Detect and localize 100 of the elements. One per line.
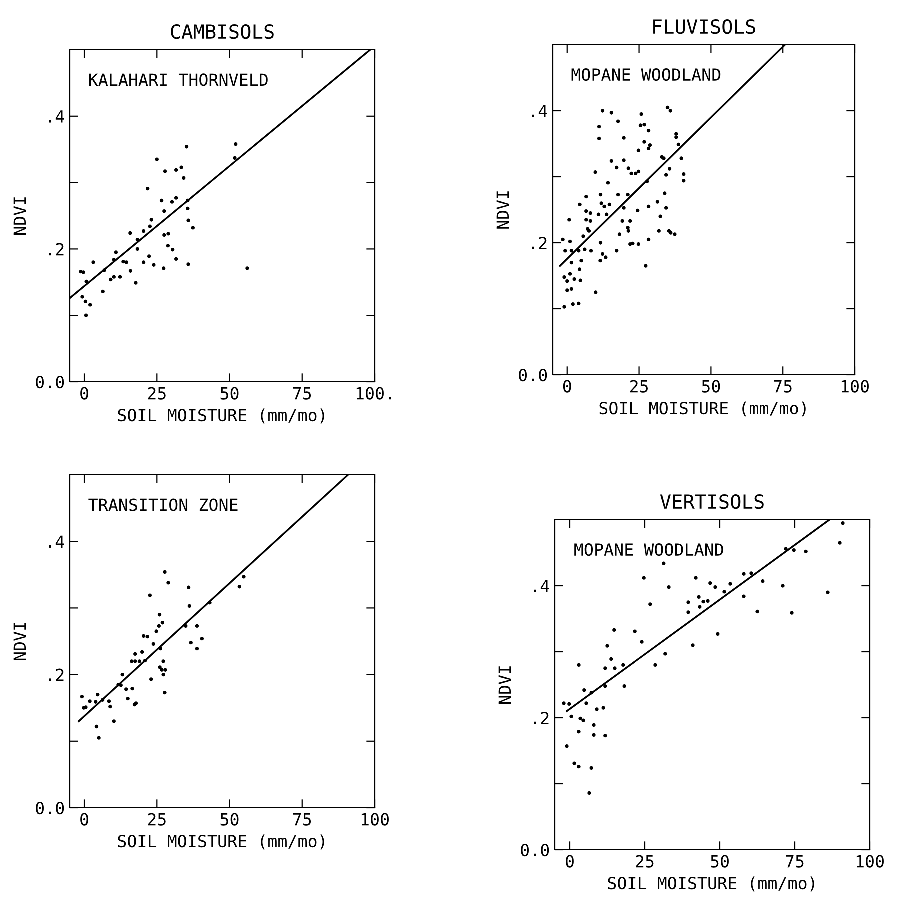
x-axis-title: SOIL MOISTURE (mm/mo) — [608, 876, 814, 892]
y-tick-label: 0.0 — [521, 844, 550, 857]
point — [109, 278, 113, 282]
x-tick-label: 0 — [563, 380, 572, 393]
y-axis-title: NDVI — [14, 198, 26, 235]
point — [162, 266, 166, 270]
point — [238, 585, 242, 589]
x-axis-title: SOIL MOISTURE (mm/mo) — [118, 408, 324, 424]
point — [186, 198, 190, 203]
point — [163, 170, 168, 174]
point — [128, 231, 132, 236]
point — [136, 238, 140, 242]
point — [84, 300, 88, 304]
y-tick-label: .2 — [49, 668, 64, 682]
point — [148, 224, 152, 228]
point — [182, 176, 186, 180]
x-tick-label: 25 — [636, 855, 654, 868]
point — [126, 696, 130, 701]
point — [142, 260, 146, 264]
point — [88, 700, 92, 704]
point — [174, 196, 178, 200]
y-axis-title: NDVI — [498, 666, 512, 704]
point — [107, 700, 112, 704]
x-tick-label: 25 — [630, 380, 648, 393]
point — [170, 248, 175, 252]
point — [112, 720, 116, 724]
annotation: TRANSITION ZONE — [88, 498, 238, 512]
point — [112, 275, 116, 279]
y-tick-label: .4 — [534, 580, 550, 592]
point — [84, 280, 88, 284]
point — [96, 692, 100, 697]
y-axis-title: NDVI — [14, 623, 26, 660]
point — [186, 262, 190, 266]
y-axis-title: NDVI — [496, 192, 510, 229]
point — [138, 660, 142, 664]
point — [184, 624, 188, 628]
y-tick-label: 0.0 — [36, 376, 64, 389]
chart-title: VERTISOLS — [660, 494, 764, 510]
y-tick-label: .4 — [49, 536, 64, 548]
point — [80, 694, 84, 699]
point — [124, 688, 128, 692]
point — [94, 724, 99, 729]
point — [94, 700, 98, 704]
point — [162, 210, 166, 214]
point — [163, 570, 167, 574]
x-tick-label: 50 — [220, 813, 239, 826]
point — [195, 646, 200, 651]
point — [140, 650, 144, 654]
point — [146, 635, 150, 639]
x-tick-label: 50 — [220, 387, 239, 400]
annotation: KALAHARI THORNVELD — [89, 74, 268, 86]
point — [80, 295, 84, 299]
point — [142, 634, 146, 638]
x-tick-label: 100 — [362, 813, 389, 826]
point — [160, 668, 164, 672]
point — [188, 604, 192, 608]
point — [134, 652, 138, 656]
point — [92, 260, 96, 264]
point — [170, 200, 174, 204]
point — [102, 268, 106, 272]
point — [164, 668, 168, 672]
point — [157, 624, 162, 628]
point — [146, 186, 150, 191]
point — [118, 275, 122, 279]
point — [166, 581, 170, 585]
point — [162, 660, 166, 664]
x-tick-label: 75 — [774, 380, 792, 393]
point — [186, 206, 190, 211]
point — [130, 686, 134, 691]
y-tick-label: .2 — [534, 712, 549, 724]
point — [186, 218, 190, 222]
point — [82, 270, 86, 274]
point — [160, 198, 164, 203]
point — [158, 646, 162, 651]
y-tick-label: .4 — [49, 110, 64, 123]
point — [174, 257, 178, 261]
point — [143, 658, 148, 663]
point — [142, 229, 146, 234]
point — [158, 666, 162, 670]
point — [84, 314, 88, 318]
point — [160, 621, 164, 625]
x-tick-label: 25 — [148, 813, 166, 826]
point — [155, 158, 159, 162]
point — [200, 637, 204, 641]
x-tick-label: 0 — [80, 813, 88, 826]
point — [112, 258, 116, 262]
point — [122, 260, 126, 264]
point — [180, 166, 184, 170]
point — [152, 263, 156, 267]
point — [136, 247, 140, 252]
point — [246, 266, 250, 270]
point — [97, 736, 101, 740]
y-tick-label: .4 — [532, 105, 548, 118]
point — [134, 660, 138, 664]
x-tick-label: 100 — [842, 380, 869, 393]
x-tick-label: 75 — [786, 855, 804, 868]
point — [189, 640, 193, 645]
x-tick-label: 0 — [566, 855, 574, 868]
x-tick-label: 0 — [80, 387, 88, 400]
x-tick-label: 100. — [356, 387, 392, 400]
